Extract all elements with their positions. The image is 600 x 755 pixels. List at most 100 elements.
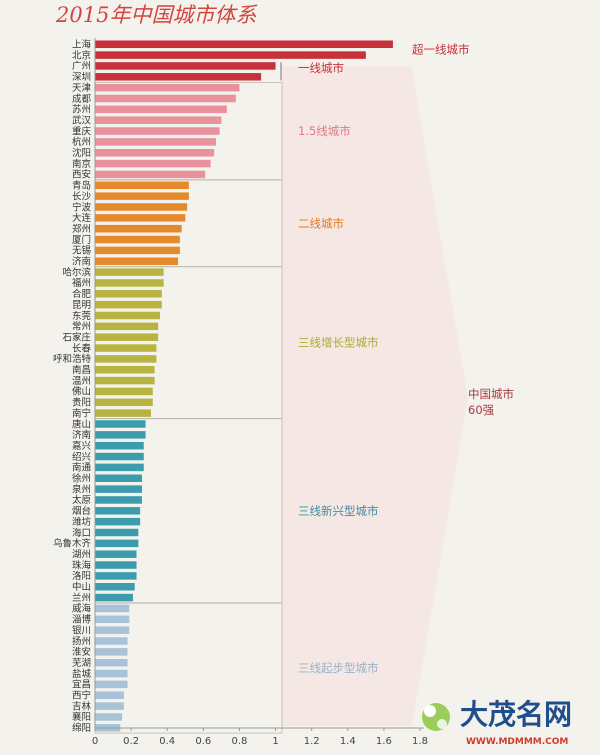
bar [95,62,276,70]
bar [95,528,139,537]
city-label: 广州 [72,60,91,72]
city-label: 贵阳 [72,397,91,409]
city-label: 南昌 [72,364,91,376]
city-label: 苏州 [72,104,91,116]
bar [95,680,128,689]
city-label: 长沙 [72,190,92,202]
city-label: 成都 [72,93,92,105]
bar [95,441,144,450]
bar [95,138,216,146]
bar [95,387,153,396]
city-label: 淮安 [72,646,91,658]
bar [95,224,182,233]
bar [95,637,128,645]
bar [95,572,137,580]
city-label: 芜湖 [72,657,91,669]
city-label: 南通 [72,462,92,474]
bar [95,246,180,255]
city-label: 大连 [72,212,92,224]
x-tick-label: 1.8 [412,736,428,747]
bar [95,463,144,472]
x-tick-label: 0.8 [231,736,247,747]
tier-label: 超一线城市 [412,42,470,56]
bar [95,713,123,721]
bar [95,214,186,222]
city-label: 哈尔滨 [62,266,91,278]
city-label: 北京 [72,49,91,61]
bar [95,51,366,59]
city-label: 威海 [72,603,92,615]
bar [95,648,128,656]
city-label: 东莞 [72,310,92,322]
city-label: 呼和浩特 [53,353,92,365]
bar [95,170,206,179]
city-label: 吉林 [72,700,92,712]
city-label: 长春 [72,342,92,354]
city-label: 合肥 [72,288,92,300]
bar [95,300,162,309]
bar [95,431,146,439]
bar [95,290,162,298]
city-label: 珠海 [72,559,92,571]
watermark-logo-icon [422,703,450,731]
city-labels: 上海北京广州深圳天津成都苏州武汉重庆杭州沈阳南京西安青岛长沙宁波大连郑州厦门无锡… [53,39,92,735]
x-tick-label: 1.2 [304,736,320,747]
bar [95,268,164,276]
city-label: 盐城 [72,668,92,680]
bars [95,40,393,732]
bar [95,116,222,124]
x-axis-ticks: 0 0.2 0.4 0.6 0.8 1 1.2 1.4 1.6 1.8 [92,728,428,747]
city-label: 襄阳 [72,711,91,723]
bar [95,702,124,710]
city-label: 海口 [72,527,91,539]
city-label: 徐州 [72,473,91,485]
bar [95,355,157,363]
city-label: 无锡 [72,245,91,257]
x-tick-label: 0.6 [195,736,211,747]
bar [95,40,393,48]
bar [95,149,215,157]
city-label: 洛阳 [72,570,91,582]
bar [95,561,137,569]
bar [95,604,130,613]
watermark-text: 大茂名网 [460,698,572,731]
city-label: 泉州 [72,483,91,495]
bar [95,366,155,374]
tier-label: 一线城市 [298,61,344,75]
city-label: 嘉兴 [72,440,91,452]
bar [95,311,160,320]
x-tick-label: 1.4 [340,736,356,747]
bar [95,691,124,699]
city-label: 重庆 [72,125,92,137]
bar [95,517,141,526]
bar [95,452,144,461]
chart-title: 2015年中国城市体系 [55,3,257,27]
bar [95,192,189,200]
bar [95,94,236,103]
bar [95,409,151,417]
city-label: 中山 [72,581,91,593]
city-label: 烟台 [72,505,91,517]
city-label: 佛山 [72,386,91,398]
bar [95,550,137,558]
city-label: 深圳 [72,72,91,83]
bar [95,159,211,168]
bar [95,73,262,81]
bar [95,420,146,428]
tier-label: 1.5线城市 [298,124,351,138]
city-label: 淄博 [72,614,92,626]
bar [95,279,164,287]
bar [95,474,142,482]
bar [95,658,128,667]
bar [95,669,128,678]
city-label: 绵阳 [72,722,91,734]
city-label: 唐山 [72,418,91,430]
city-label: 温州 [72,376,91,387]
bar [95,257,179,265]
watermark-url: WWW.MDMMM.COM [466,737,568,747]
city-label: 济南 [72,429,91,441]
bar [95,235,180,244]
bar [95,333,159,341]
x-tick-label: 1 [272,736,278,747]
